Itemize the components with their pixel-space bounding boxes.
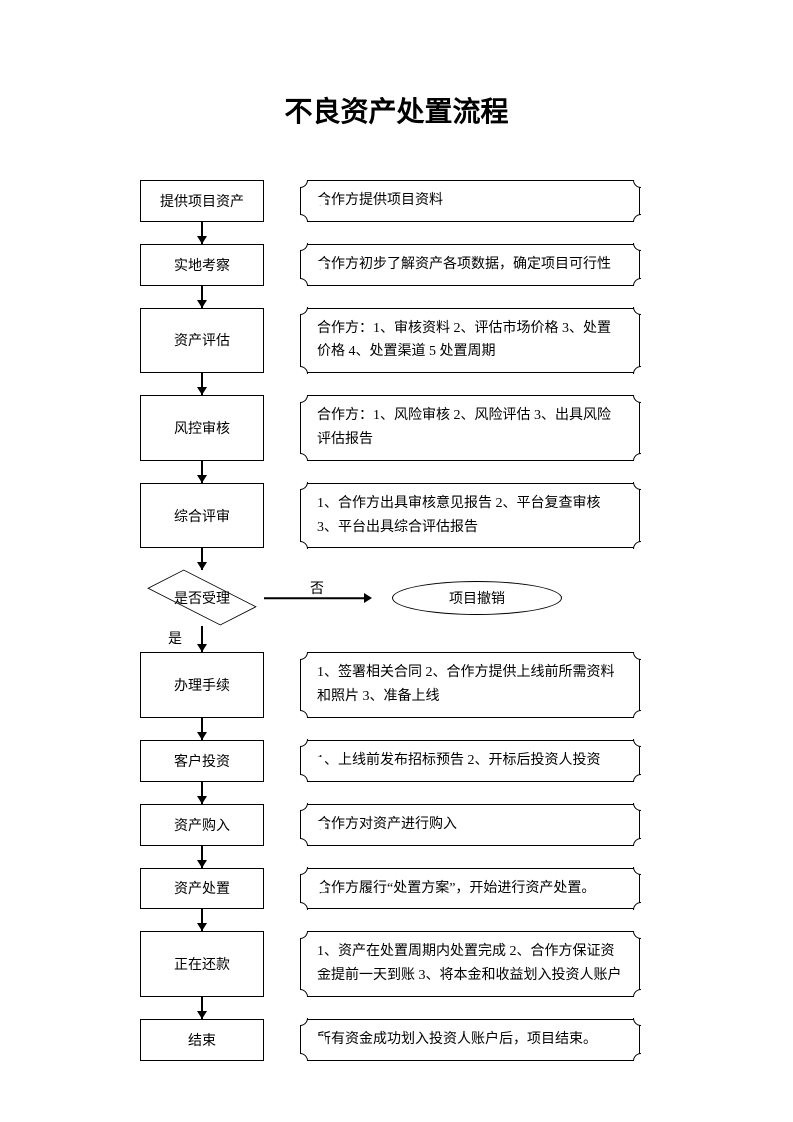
step-desc-text: 1、合作方出具审核意见报告 2、平台复查审核 3、平台出具综合评估报告 [317, 492, 623, 540]
arrow-down-icon [140, 782, 264, 804]
step-desc: 1、上线前发布招标预告 2、开标后投资人投资 [300, 740, 640, 782]
flow-step: 风控审核 合作方：1、风险审核 2、风险评估 3、出具风险评估报告 [140, 395, 793, 461]
arrow-down-icon [140, 548, 264, 570]
step-box: 正在还款 [140, 931, 264, 997]
flow-step: 资产处置 合作方履行“处置方案”，开始进行资产处置。 [140, 868, 793, 910]
step-box: 资产评估 [140, 308, 264, 374]
decision-no-target: 项目撤销 [392, 581, 562, 615]
step-desc: 1、资产在处置周期内处置完成 2、合作方保证资金提前一天到账 3、将本金和收益划… [300, 931, 640, 997]
step-desc-text: 合作方初步了解资产各项数据，确定项目可行性 [317, 253, 611, 277]
branch-no-arrow-icon [364, 593, 372, 603]
step-desc-text: 合作方对资产进行购入 [317, 813, 457, 837]
flow-steps-post: 办理手续 1、签署相关合同 2、合作方提供上线前所需资料和照片 3、准备上线客户投… [140, 652, 793, 1060]
step-desc-text: 1、签署相关合同 2、合作方提供上线前所需资料和照片 3、准备上线 [317, 661, 623, 709]
step-box: 结束 [140, 1019, 264, 1061]
connector [140, 548, 793, 570]
flow-step: 综合评审 1、合作方出具审核意见报告 2、平台复查审核 3、平台出具综合评估报告 [140, 483, 793, 549]
connector: 是 [140, 626, 793, 652]
flow-step: 结束 所有资金成功划入投资人账户后，项目结束。 [140, 1019, 793, 1061]
connector [140, 718, 793, 740]
step-box: 办理手续 [140, 652, 264, 718]
oval-label: 项目撤销 [449, 588, 505, 608]
step-box: 提供项目资产 [140, 180, 264, 222]
step-desc: 合作方：1、审核资料 2、评估市场价格 3、处置价格 4、处置渠道 5 处置周期 [300, 308, 640, 374]
flow-step: 客户投资 1、上线前发布招标预告 2、开标后投资人投资 [140, 740, 793, 782]
decision-no-label: 否 [310, 578, 324, 598]
step-desc: 合作方履行“处置方案”，开始进行资产处置。 [300, 868, 640, 910]
connector [140, 373, 793, 395]
connector [140, 782, 793, 804]
flow-step: 正在还款 1、资产在处置周期内处置完成 2、合作方保证资金提前一天到账 3、将本金… [140, 931, 793, 997]
step-box: 客户投资 [140, 740, 264, 782]
step-box: 实地考察 [140, 244, 264, 286]
arrow-down-icon [140, 222, 264, 244]
step-box: 资产购入 [140, 804, 264, 846]
step-desc: 所有资金成功划入投资人账户后，项目结束。 [300, 1019, 640, 1061]
connector [140, 461, 793, 483]
connector [140, 909, 793, 931]
connector [140, 222, 793, 244]
connector [140, 286, 793, 308]
arrow-down-icon [140, 286, 264, 308]
step-box: 综合评审 [140, 483, 264, 549]
flowchart: 提供项目资产 合作方提供项目资料实地考察 合作方初步了解资产各项数据，确定项目可行性… [140, 180, 793, 1061]
arrow-down-icon [140, 846, 264, 868]
step-desc-text: 1、上线前发布招标预告 2、开标后投资人投资 [317, 749, 601, 773]
step-desc: 合作方对资产进行购入 [300, 804, 640, 846]
step-box: 资产处置 [140, 868, 264, 910]
page-title: 不良资产处置流程 [0, 90, 793, 130]
step-desc-text: 合作方履行“处置方案”，开始进行资产处置。 [317, 877, 595, 901]
flow-step: 资产购入 合作方对资产进行购入 [140, 804, 793, 846]
arrow-down-icon [140, 461, 264, 483]
decision-yes-label: 是 [168, 628, 182, 648]
decision-row: 是否受理 否 项目撤销 [140, 570, 793, 626]
arrow-down-icon [140, 909, 264, 931]
step-desc-text: 合作方提供项目资料 [317, 189, 443, 213]
flow-step: 实地考察 合作方初步了解资产各项数据，确定项目可行性 [140, 244, 793, 286]
step-desc-text: 所有资金成功划入投资人账户后，项目结束。 [317, 1028, 597, 1052]
decision-label: 是否受理 [140, 570, 264, 626]
arrow-down-icon [140, 718, 264, 740]
connector [140, 997, 793, 1019]
flow-step: 提供项目资产 合作方提供项目资料 [140, 180, 793, 222]
flow-step: 资产评估 合作方：1、审核资料 2、评估市场价格 3、处置价格 4、处置渠道 5 … [140, 308, 793, 374]
step-desc: 1、签署相关合同 2、合作方提供上线前所需资料和照片 3、准备上线 [300, 652, 640, 718]
decision-diamond: 是否受理 [140, 570, 264, 626]
step-desc: 合作方初步了解资产各项数据，确定项目可行性 [300, 244, 640, 286]
step-desc-text: 合作方：1、风险审核 2、风险评估 3、出具风险评估报告 [317, 404, 623, 452]
step-desc: 1、合作方出具审核意见报告 2、平台复查审核 3、平台出具综合评估报告 [300, 483, 640, 549]
flow-steps-pre: 提供项目资产 合作方提供项目资料实地考察 合作方初步了解资产各项数据，确定项目可行性… [140, 180, 793, 570]
arrow-down-icon [140, 373, 264, 395]
step-desc-text: 合作方：1、审核资料 2、评估市场价格 3、处置价格 4、处置渠道 5 处置周期 [317, 317, 623, 365]
flow-step: 办理手续 1、签署相关合同 2、合作方提供上线前所需资料和照片 3、准备上线 [140, 652, 793, 718]
arrow-down-icon [140, 997, 264, 1019]
step-desc: 合作方：1、风险审核 2、风险评估 3、出具风险评估报告 [300, 395, 640, 461]
step-box: 风控审核 [140, 395, 264, 461]
connector [140, 846, 793, 868]
step-desc: 合作方提供项目资料 [300, 180, 640, 222]
step-desc-text: 1、资产在处置周期内处置完成 2、合作方保证资金提前一天到账 3、将本金和收益划… [317, 940, 623, 988]
